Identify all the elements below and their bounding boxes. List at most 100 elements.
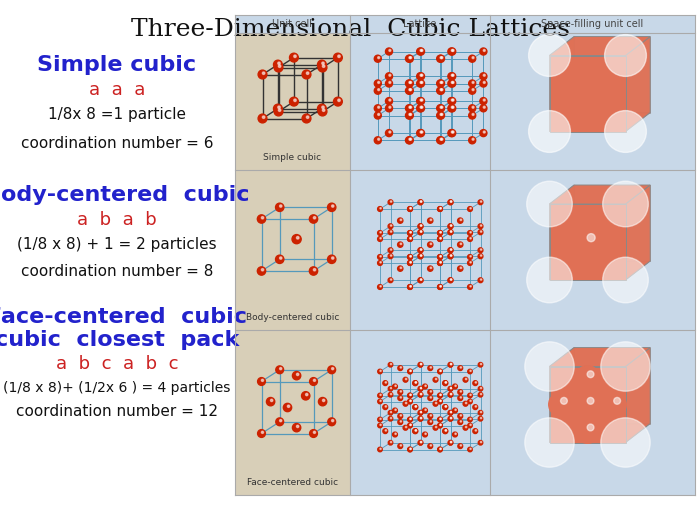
Circle shape — [378, 113, 379, 116]
Text: Space-filling unit cell: Space-filling unit cell — [541, 19, 643, 29]
Circle shape — [449, 48, 456, 55]
Circle shape — [473, 381, 477, 385]
Circle shape — [450, 255, 452, 256]
Circle shape — [400, 397, 402, 398]
Circle shape — [448, 386, 453, 391]
Circle shape — [478, 362, 483, 367]
Circle shape — [378, 57, 379, 59]
Circle shape — [410, 400, 411, 402]
Circle shape — [405, 379, 407, 380]
Circle shape — [374, 87, 382, 94]
Circle shape — [380, 448, 382, 449]
Circle shape — [258, 70, 267, 79]
Circle shape — [443, 429, 448, 434]
Circle shape — [437, 105, 444, 112]
Polygon shape — [550, 37, 574, 131]
Circle shape — [463, 401, 468, 406]
Circle shape — [274, 60, 282, 69]
Circle shape — [428, 218, 433, 223]
Circle shape — [391, 225, 392, 226]
Circle shape — [377, 207, 382, 212]
Circle shape — [418, 230, 423, 235]
Circle shape — [483, 99, 485, 101]
Circle shape — [380, 394, 382, 395]
Circle shape — [440, 400, 441, 402]
Circle shape — [440, 370, 441, 372]
Circle shape — [417, 98, 424, 104]
Circle shape — [469, 87, 476, 94]
Circle shape — [413, 381, 418, 385]
Circle shape — [294, 99, 296, 101]
Circle shape — [410, 394, 411, 395]
Circle shape — [332, 368, 334, 370]
Circle shape — [407, 393, 412, 398]
Circle shape — [378, 399, 382, 404]
Circle shape — [448, 200, 453, 205]
Circle shape — [389, 416, 393, 421]
Circle shape — [307, 116, 309, 119]
Circle shape — [470, 400, 471, 402]
Circle shape — [332, 257, 334, 259]
Circle shape — [378, 393, 382, 398]
Circle shape — [430, 397, 431, 398]
Circle shape — [428, 266, 433, 271]
Circle shape — [418, 278, 423, 282]
Circle shape — [406, 137, 413, 144]
Circle shape — [398, 242, 403, 247]
Circle shape — [378, 447, 382, 452]
Circle shape — [480, 105, 487, 112]
Circle shape — [391, 201, 392, 202]
Circle shape — [450, 412, 452, 413]
Circle shape — [450, 225, 452, 226]
Circle shape — [452, 106, 454, 108]
Circle shape — [410, 232, 412, 233]
Circle shape — [418, 230, 423, 235]
Circle shape — [328, 203, 336, 212]
Circle shape — [297, 425, 299, 427]
Circle shape — [450, 393, 452, 395]
Circle shape — [421, 231, 422, 232]
Circle shape — [421, 74, 423, 76]
Circle shape — [410, 57, 412, 59]
Circle shape — [478, 416, 483, 421]
Circle shape — [415, 430, 416, 431]
Circle shape — [450, 279, 452, 280]
Circle shape — [314, 269, 316, 271]
Circle shape — [328, 418, 335, 426]
Circle shape — [440, 113, 442, 116]
Circle shape — [400, 391, 402, 392]
Circle shape — [441, 113, 443, 116]
Circle shape — [452, 131, 454, 133]
Circle shape — [448, 98, 455, 104]
Circle shape — [605, 111, 646, 152]
Circle shape — [385, 430, 386, 431]
Circle shape — [386, 80, 393, 87]
Text: (1/8 x 8) + 1 = 2 particles: (1/8 x 8) + 1 = 2 particles — [18, 237, 217, 253]
Circle shape — [450, 279, 452, 280]
Circle shape — [410, 232, 412, 233]
Circle shape — [440, 106, 442, 108]
Circle shape — [309, 267, 318, 275]
Circle shape — [333, 53, 342, 62]
Circle shape — [480, 279, 482, 280]
Circle shape — [328, 255, 336, 264]
Circle shape — [398, 419, 402, 425]
Circle shape — [262, 72, 265, 75]
Circle shape — [378, 417, 382, 422]
Circle shape — [405, 402, 407, 404]
Circle shape — [549, 392, 573, 417]
Circle shape — [421, 255, 422, 256]
Circle shape — [407, 423, 412, 428]
Circle shape — [318, 60, 326, 69]
Circle shape — [374, 105, 382, 112]
Circle shape — [421, 225, 422, 226]
Circle shape — [438, 285, 442, 289]
Circle shape — [430, 415, 431, 416]
Circle shape — [448, 130, 455, 137]
Circle shape — [438, 105, 444, 112]
Circle shape — [452, 99, 454, 101]
Circle shape — [258, 114, 267, 123]
Circle shape — [407, 255, 412, 259]
Circle shape — [410, 370, 411, 372]
Circle shape — [470, 232, 471, 233]
